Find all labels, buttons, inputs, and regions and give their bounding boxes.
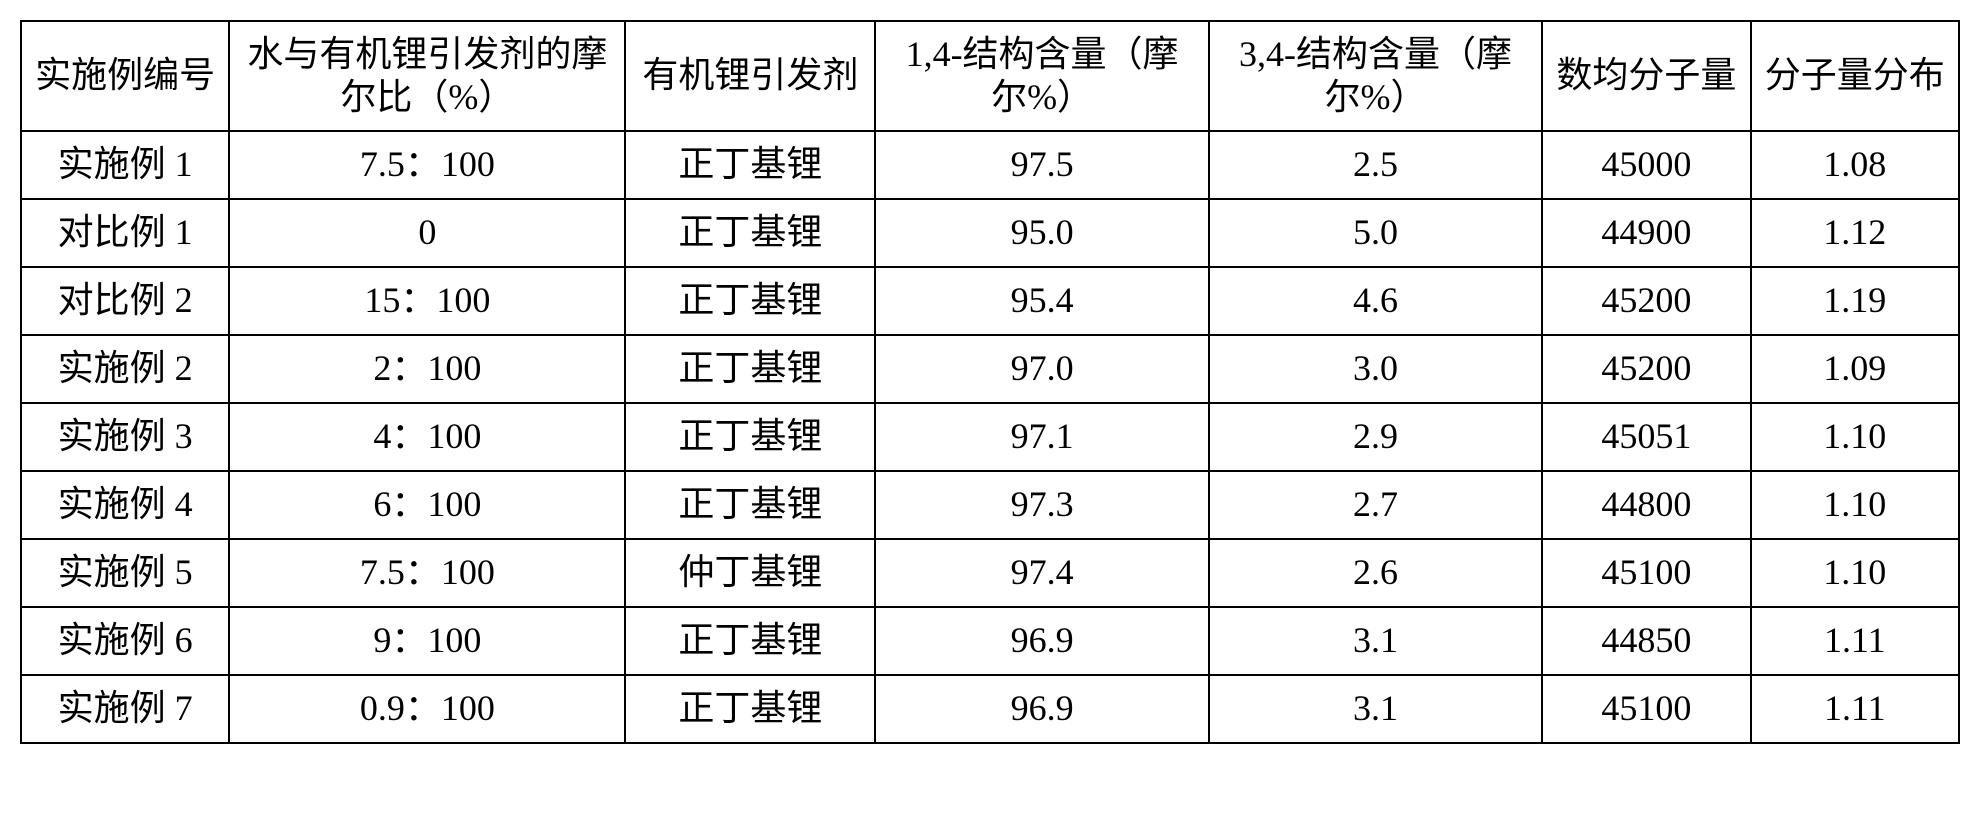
table-cell: 97.4 (875, 539, 1208, 607)
table-cell: 44900 (1542, 199, 1750, 267)
table-cell: 5.0 (1209, 199, 1542, 267)
column-header: 分子量分布 (1751, 21, 1959, 131)
data-table: 实施例编号 水与有机锂引发剂的摩尔比（%） 有机锂引发剂 1,4-结构含量（摩尔… (20, 20, 1960, 744)
table-cell: 仲丁基锂 (625, 539, 875, 607)
table-cell: 97.0 (875, 335, 1208, 403)
table-cell: 实施例 1 (21, 131, 229, 199)
table-cell: 6：100 (229, 471, 625, 539)
table-cell: 0.9：100 (229, 675, 625, 743)
table-cell: 正丁基锂 (625, 607, 875, 675)
table-cell: 45000 (1542, 131, 1750, 199)
table-cell: 正丁基锂 (625, 267, 875, 335)
table-cell: 对比例 1 (21, 199, 229, 267)
column-header: 1,4-结构含量（摩尔%） (875, 21, 1208, 131)
table-cell: 1.09 (1751, 335, 1959, 403)
table-row: 实施例 1 7.5：100 正丁基锂 97.5 2.5 45000 1.08 (21, 131, 1959, 199)
table-row: 对比例 2 15：100 正丁基锂 95.4 4.6 45200 1.19 (21, 267, 1959, 335)
table-cell: 正丁基锂 (625, 403, 875, 471)
table-row: 对比例 1 0 正丁基锂 95.0 5.0 44900 1.12 (21, 199, 1959, 267)
table-cell: 7.5：100 (229, 539, 625, 607)
table-cell: 95.0 (875, 199, 1208, 267)
table-cell: 2.7 (1209, 471, 1542, 539)
table-row: 实施例 4 6：100 正丁基锂 97.3 2.7 44800 1.10 (21, 471, 1959, 539)
table-cell: 45200 (1542, 335, 1750, 403)
table-cell: 96.9 (875, 675, 1208, 743)
table-cell: 4：100 (229, 403, 625, 471)
table-cell: 1.11 (1751, 607, 1959, 675)
table-row: 实施例 6 9：100 正丁基锂 96.9 3.1 44850 1.11 (21, 607, 1959, 675)
table-cell: 1.10 (1751, 471, 1959, 539)
table-row: 实施例 2 2：100 正丁基锂 97.0 3.0 45200 1.09 (21, 335, 1959, 403)
table-cell: 1.11 (1751, 675, 1959, 743)
table-cell: 1.10 (1751, 539, 1959, 607)
table-row: 实施例 7 0.9：100 正丁基锂 96.9 3.1 45100 1.11 (21, 675, 1959, 743)
table-cell: 正丁基锂 (625, 199, 875, 267)
table-cell: 96.9 (875, 607, 1208, 675)
table-cell: 正丁基锂 (625, 131, 875, 199)
table-cell: 0 (229, 199, 625, 267)
table-cell: 正丁基锂 (625, 675, 875, 743)
table-cell: 对比例 2 (21, 267, 229, 335)
table-cell: 实施例 7 (21, 675, 229, 743)
table-cell: 44850 (1542, 607, 1750, 675)
table-cell: 2.6 (1209, 539, 1542, 607)
table-body: 实施例 1 7.5：100 正丁基锂 97.5 2.5 45000 1.08 对… (21, 131, 1959, 743)
table-cell: 实施例 2 (21, 335, 229, 403)
table-cell: 正丁基锂 (625, 335, 875, 403)
table-row: 实施例 3 4：100 正丁基锂 97.1 2.9 45051 1.10 (21, 403, 1959, 471)
table-cell: 3.1 (1209, 675, 1542, 743)
table-cell: 45200 (1542, 267, 1750, 335)
table-cell: 2：100 (229, 335, 625, 403)
table-cell: 实施例 6 (21, 607, 229, 675)
table-cell: 4.6 (1209, 267, 1542, 335)
table-cell: 实施例 3 (21, 403, 229, 471)
table-cell: 97.5 (875, 131, 1208, 199)
table-cell: 实施例 4 (21, 471, 229, 539)
table-cell: 45100 (1542, 675, 1750, 743)
table-cell: 97.3 (875, 471, 1208, 539)
table-cell: 95.4 (875, 267, 1208, 335)
table-cell: 45051 (1542, 403, 1750, 471)
table-cell: 1.12 (1751, 199, 1959, 267)
table-cell: 实施例 5 (21, 539, 229, 607)
column-header: 数均分子量 (1542, 21, 1750, 131)
column-header: 3,4-结构含量（摩尔%） (1209, 21, 1542, 131)
table-cell: 7.5：100 (229, 131, 625, 199)
table-cell: 2.9 (1209, 403, 1542, 471)
table-cell: 3.1 (1209, 607, 1542, 675)
column-header: 有机锂引发剂 (625, 21, 875, 131)
table-container: 实施例编号 水与有机锂引发剂的摩尔比（%） 有机锂引发剂 1,4-结构含量（摩尔… (20, 20, 1960, 744)
table-cell: 1.10 (1751, 403, 1959, 471)
table-cell: 2.5 (1209, 131, 1542, 199)
column-header: 水与有机锂引发剂的摩尔比（%） (229, 21, 625, 131)
table-cell: 1.08 (1751, 131, 1959, 199)
table-row: 实施例 5 7.5：100 仲丁基锂 97.4 2.6 45100 1.10 (21, 539, 1959, 607)
table-cell: 9：100 (229, 607, 625, 675)
table-cell: 97.1 (875, 403, 1208, 471)
table-cell: 44800 (1542, 471, 1750, 539)
table-cell: 正丁基锂 (625, 471, 875, 539)
table-header-row: 实施例编号 水与有机锂引发剂的摩尔比（%） 有机锂引发剂 1,4-结构含量（摩尔… (21, 21, 1959, 131)
table-cell: 45100 (1542, 539, 1750, 607)
table-cell: 1.19 (1751, 267, 1959, 335)
table-cell: 15：100 (229, 267, 625, 335)
table-cell: 3.0 (1209, 335, 1542, 403)
column-header: 实施例编号 (21, 21, 229, 131)
